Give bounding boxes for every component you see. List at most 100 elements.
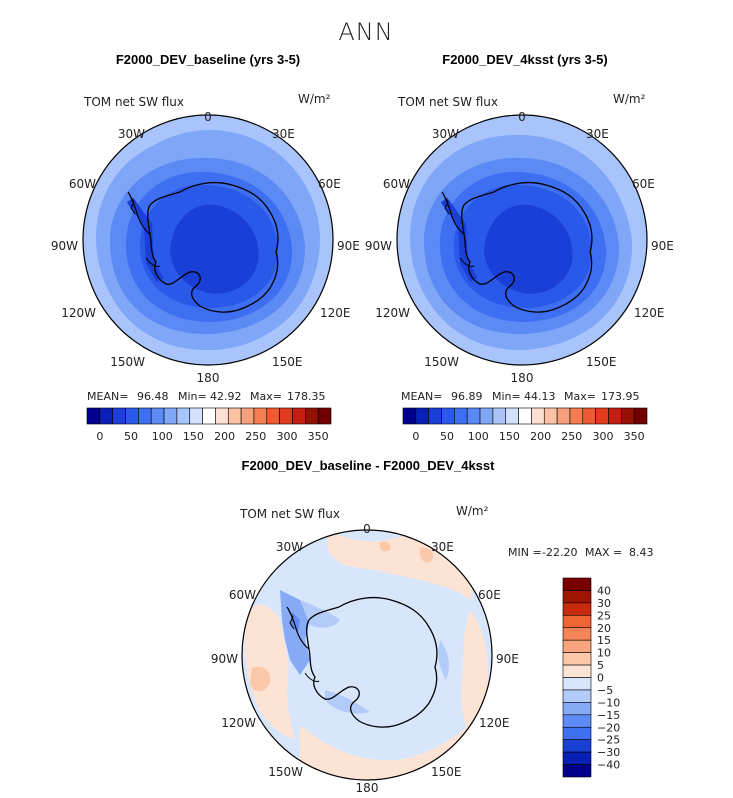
colorbar-tick-label: 20 <box>597 622 611 635</box>
colorbar-tick-label: −25 <box>597 734 620 747</box>
stats-line: MIN = -22.20 MAX = 8.43 <box>508 546 654 559</box>
colorbar-tick-label: 100 <box>152 430 173 443</box>
lon-label-120w: 120W <box>221 716 256 730</box>
colorbar-swatch <box>202 407 216 425</box>
colorbar-swatch <box>253 407 268 425</box>
lon-label-150e: 150E <box>586 355 617 369</box>
colorbar-swatch <box>562 627 592 641</box>
colorbar-tick-label: 300 <box>276 430 297 443</box>
lon-label-90w: 90W <box>211 652 238 666</box>
colorbar-swatch <box>562 751 592 765</box>
colorbar-swatch <box>454 407 468 425</box>
colorbar-tick-label: 25 <box>597 609 611 622</box>
variable-label: TOM net SW flux <box>83 95 184 109</box>
colorbar-tick-label: 5 <box>597 659 604 672</box>
colorbar-swatch <box>543 407 558 425</box>
stats-line: MEAN= 96.89 Min= 44.13 Max= 173.95 <box>401 390 640 403</box>
lon-label-30w: 30W <box>118 127 145 141</box>
colorbar-swatch <box>562 726 592 740</box>
colorbar-swatch <box>305 407 319 425</box>
lon-label-150e: 150E <box>431 765 462 779</box>
colorbar-tick-label: 250 <box>245 430 266 443</box>
lon-label-30w: 30W <box>276 540 303 554</box>
colorbar-tick-label: 0 <box>412 430 419 443</box>
colorbar-tick-label: −10 <box>597 696 620 709</box>
colorbar-swatch <box>99 407 113 425</box>
lon-label-120w: 120W <box>61 306 96 320</box>
colorbar-tick-label: 300 <box>592 430 613 443</box>
variable-label: TOM net SW flux <box>397 95 498 109</box>
colorbar-swatch <box>415 407 429 425</box>
map-field <box>242 530 492 780</box>
colorbar-swatch <box>569 407 584 425</box>
colorbar-swatch <box>562 652 592 666</box>
colorbar: 0 50 100 150 200 250 300 350 <box>402 407 648 443</box>
mean-label: MEAN= <box>87 390 128 403</box>
lon-label-0: 0 <box>363 522 371 536</box>
colorbar-swatch <box>189 407 203 425</box>
colorbar-swatch <box>562 714 592 728</box>
lon-label-150e: 150E <box>272 355 303 369</box>
colorbar-swatch <box>562 602 592 616</box>
colorbar-tick-label: −30 <box>597 746 620 759</box>
colorbar-swatch <box>125 407 139 425</box>
colorbar-swatch <box>240 407 255 425</box>
colorbar-swatch <box>562 739 592 753</box>
colorbar-swatch <box>479 407 494 425</box>
lon-label-180: 180 <box>511 371 534 385</box>
mean-value: 96.48 <box>137 390 169 403</box>
min-value: -22.20 <box>542 546 577 559</box>
lon-label-0: 0 <box>204 110 212 124</box>
colorbar-swatch <box>466 407 481 425</box>
variable-label: TOM net SW flux <box>239 507 340 521</box>
colorbar-swatch <box>279 407 293 425</box>
colorbar-swatch <box>562 615 592 629</box>
units-label: W/m² <box>298 92 331 106</box>
colorbar-swatch <box>621 407 635 425</box>
lon-label-150w: 150W <box>424 355 459 369</box>
map-field <box>83 115 333 365</box>
panel-difference: F2000_DEV_baseline - F2000_DEV_4ksst TOM… <box>211 458 654 795</box>
colorbar-swatch <box>402 407 417 425</box>
max-label: Max= <box>250 390 282 403</box>
colorbar-swatch <box>562 677 592 691</box>
stats-line: MEAN= 96.48 Min= 42.92 Max= 178.35 <box>87 390 326 403</box>
colorbar-swatch <box>150 407 165 425</box>
lon-label-60e: 60E <box>318 177 341 191</box>
colorbar-swatch <box>266 407 280 425</box>
panel-title: F2000_DEV_baseline (yrs 3-5) <box>116 52 300 67</box>
colorbar-tick-label: 150 <box>183 430 204 443</box>
colorbar-tick-label: −20 <box>597 721 620 734</box>
max-label: MAX = <box>585 546 622 559</box>
lon-label-180: 180 <box>197 371 220 385</box>
colorbar-tick-label: −40 <box>597 759 620 772</box>
min-label: Min= <box>492 390 521 403</box>
colorbar-swatch <box>505 407 519 425</box>
colorbar-swatch <box>518 407 532 425</box>
colorbar-swatch <box>163 407 178 425</box>
lon-label-60w: 60W <box>69 177 96 191</box>
colorbar-swatch <box>531 407 545 425</box>
page-title: ANN <box>338 18 393 46</box>
units-label: W/m² <box>456 504 489 518</box>
colorbar-tick-label: 350 <box>624 430 645 443</box>
colorbar-swatch <box>562 639 592 653</box>
colorbar-swatch <box>556 407 571 425</box>
colorbar-swatch <box>227 407 242 425</box>
colorbar-swatch <box>428 407 442 425</box>
colorbar-swatch <box>176 407 191 425</box>
lon-label-30e: 30E <box>586 127 609 141</box>
lon-label-90w: 90W <box>51 239 78 253</box>
antarctica-outline <box>461 181 593 313</box>
colorbar-tick-label: 150 <box>499 430 520 443</box>
colorbar-swatch <box>562 664 592 678</box>
colorbar-swatch <box>562 577 592 591</box>
colorbar-swatch <box>562 689 592 703</box>
max-value: 178.35 <box>287 390 326 403</box>
colorbar-tick-label: 200 <box>214 430 235 443</box>
colorbar-tick-label: −5 <box>597 684 613 697</box>
mean-label: MEAN= <box>401 390 442 403</box>
panel-baseline: F2000_DEV_baseline (yrs 3-5) TOM net SW … <box>51 52 360 443</box>
